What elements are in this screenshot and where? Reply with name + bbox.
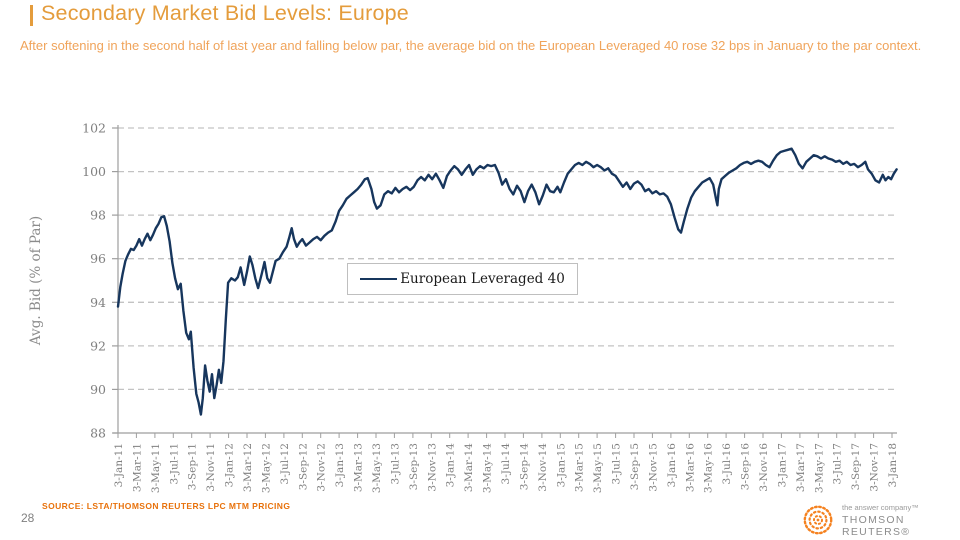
y-tick-label: 100 — [82, 164, 106, 179]
x-tick-label: 3-Jul-15 — [611, 443, 623, 484]
page-subtitle: After softening in the second half of la… — [20, 38, 922, 53]
x-tick-label: 3-Mar-13 — [353, 443, 365, 492]
thomson-reuters-logo: the answer company™ THOMSON REUTERS® — [800, 500, 950, 538]
x-tick-label: 3-Sep-14 — [518, 443, 530, 491]
logo-tagline: the answer company™ — [842, 503, 919, 512]
x-tick-label: 3-Sep-11 — [187, 443, 199, 490]
chart-legend: European Leveraged 40 — [347, 263, 578, 295]
x-tick-label: 3-Jul-11 — [168, 443, 180, 484]
x-tick-label: 3-Sep-16 — [740, 443, 752, 491]
x-tick-label: 3-Nov-15 — [647, 443, 659, 492]
x-tick-label: 3-Jan-17 — [776, 443, 788, 487]
page-title: Secondary Market Bid Levels: Europe — [41, 1, 409, 25]
y-tick-label: 88 — [90, 426, 106, 441]
x-tick-label: 3-Sep-13 — [408, 443, 420, 490]
title-accent-bar — [30, 5, 33, 26]
x-tick-label: 3-Jan-16 — [666, 443, 678, 488]
x-tick-label: 3-Jul-12 — [279, 443, 291, 484]
y-tick-label: 90 — [90, 382, 106, 397]
x-tick-label: 3-Jul-16 — [721, 443, 733, 485]
x-tick-label: 3-Sep-17 — [850, 443, 862, 490]
y-tick-label: 102 — [82, 121, 106, 136]
x-tick-label: 3-Nov-11 — [205, 443, 217, 492]
x-tick-label: 3-Mar-14 — [463, 443, 475, 492]
y-tick-label: 96 — [90, 251, 106, 266]
x-tick-label: 3-Nov-14 — [537, 443, 549, 492]
y-tick-label: 92 — [90, 338, 106, 353]
x-tick-label: 3-May-13 — [371, 443, 383, 493]
x-tick-label: 3-Nov-13 — [426, 443, 438, 492]
x-tick-label: 3-Sep-15 — [629, 443, 641, 490]
x-tick-label: 3-Jan-12 — [224, 443, 236, 487]
x-tick-label: 3-Jul-17 — [832, 443, 844, 484]
x-tick-label: 3-Mar-12 — [242, 443, 254, 492]
x-tick-label: 3-May-16 — [703, 443, 715, 493]
page-number: 28 — [21, 511, 35, 525]
x-tick-label: 3-Jan-15 — [555, 443, 567, 487]
x-tick-label: 3-May-17 — [813, 443, 825, 493]
legend-line-sample-icon — [360, 278, 398, 280]
y-tick-label: 98 — [90, 208, 106, 223]
x-tick-label: 3-Mar-17 — [795, 443, 807, 492]
y-tick-label: 94 — [90, 295, 106, 310]
x-tick-label: 3-Nov-12 — [316, 443, 328, 492]
source-note: SOURCE: LSTA/THOMSON REUTERS LPC MTM PRI… — [42, 501, 291, 511]
x-tick-label: 3-May-14 — [482, 443, 494, 493]
x-tick-label: 3-Jan-18 — [887, 443, 899, 487]
x-tick-label: 3-May-15 — [592, 443, 604, 493]
x-tick-label: 3-Jul-14 — [500, 443, 512, 485]
kinesis-dots-icon — [803, 505, 833, 535]
legend-series-label: European Leveraged 40 — [400, 271, 565, 287]
logo-text: the answer company™ THOMSON REUTERS® — [842, 503, 950, 538]
series-line — [116, 147, 898, 416]
x-tick-label: 3-Mar-15 — [574, 443, 586, 492]
x-tick-label: 3-Jan-13 — [334, 443, 346, 487]
x-tick-label: 3-Nov-16 — [758, 443, 770, 492]
x-tick-label: 3-May-11 — [150, 443, 162, 493]
x-tick-label: 3-Jan-14 — [445, 443, 457, 488]
logo-brand: THOMSON REUTERS® — [842, 514, 911, 538]
y-axis-title: Avg. Bid (% of Par) — [28, 216, 44, 346]
x-tick-label: 3-Sep-12 — [297, 443, 309, 490]
x-tick-label: 3-Nov-17 — [869, 443, 881, 492]
x-tick-label: 3-Mar-11 — [131, 443, 143, 492]
x-tick-label: 3-Jan-11 — [113, 443, 125, 487]
x-tick-label: 3-Jul-13 — [389, 443, 401, 484]
x-tick-label: 3-May-12 — [260, 443, 272, 493]
x-tick-label: 3-Mar-16 — [684, 443, 696, 492]
